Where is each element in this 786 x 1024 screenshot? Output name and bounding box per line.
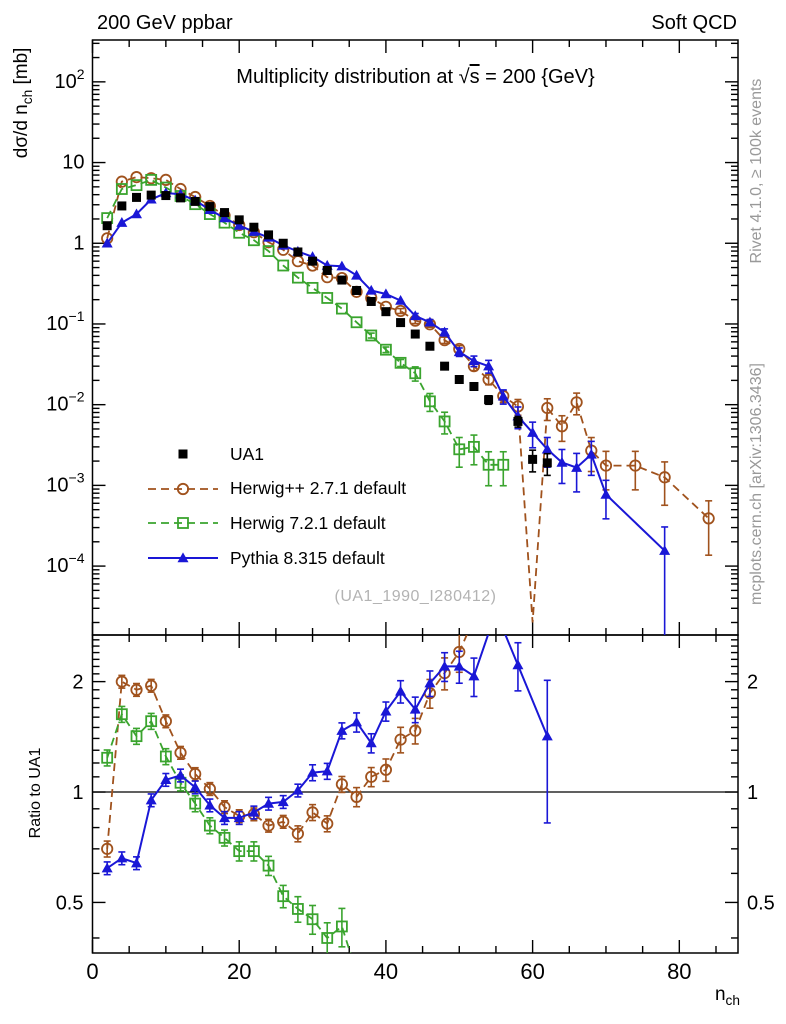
svg-text:80: 80 (667, 959, 691, 984)
svg-text:20: 20 (227, 959, 251, 984)
legend-marker-herwig7 (148, 517, 218, 530)
svg-text:40: 40 (374, 959, 398, 984)
ratio-axis-label: Ratio to UA1 (27, 747, 44, 839)
header-process-label: Soft QCD (651, 12, 737, 34)
svg-text:10−2: 10−2 (46, 389, 84, 416)
svg-text:10−4: 10−4 (46, 550, 84, 577)
svg-text:10−1: 10−1 (46, 308, 84, 335)
plot-title: Multiplicity distribution at √s = 200 {G… (236, 66, 595, 88)
svg-text:2: 2 (72, 672, 83, 694)
legend-item-herwigpp: Herwig++ 2.7.1 default (146, 472, 406, 507)
legend-marker-herwigpp (148, 482, 218, 495)
sqrt-symbol: √ (458, 66, 470, 88)
svg-text:1: 1 (73, 232, 84, 254)
legend: UA1 Herwig++ 2.7.1 default Herwig 7.2.1 de… (146, 437, 406, 575)
analysis-id-watermark: (UA1_1990_I280412) (334, 588, 497, 605)
svg-text:2: 2 (747, 672, 758, 694)
svg-text:10: 10 (62, 152, 84, 174)
svg-text:60: 60 (520, 959, 544, 984)
svg-text:1: 1 (72, 782, 83, 804)
legend-label-pythia: Pythia 8.315 default (230, 547, 385, 568)
svg-text:10−3: 10−3 (46, 469, 84, 496)
legend-marker-pythia (148, 552, 218, 563)
svg-text:1: 1 (747, 782, 758, 804)
legend-label-ua1: UA1 (230, 443, 265, 464)
generator-version-note: Rivet 4.1.0, ≥ 100k events (748, 78, 765, 264)
svg-text:102: 102 (54, 66, 84, 93)
legend-item-pythia: Pythia 8.315 default (146, 541, 406, 576)
legend-label-herwigpp: Herwig++ 2.7.1 default (230, 478, 407, 499)
svg-text:0.5: 0.5 (747, 892, 775, 914)
header-beam-label: 200 GeV ppbar (97, 12, 233, 34)
mcplots-reference-note: mcplots.cern.ch [arXiv:1306.3436] (748, 363, 765, 605)
legend-item-herwig7: Herwig 7.2.1 default (146, 506, 406, 541)
y-axis-label: dσ/d nch [mb] (11, 47, 35, 159)
legend-marker-ua1 (178, 449, 188, 459)
legend-label-herwig7: Herwig 7.2.1 default (230, 512, 386, 533)
svg-text:0: 0 (86, 959, 98, 984)
legend-item-ua1: UA1 (146, 437, 406, 472)
x-axis-label: nch (714, 984, 740, 1008)
svg-text:0.5: 0.5 (56, 892, 84, 914)
